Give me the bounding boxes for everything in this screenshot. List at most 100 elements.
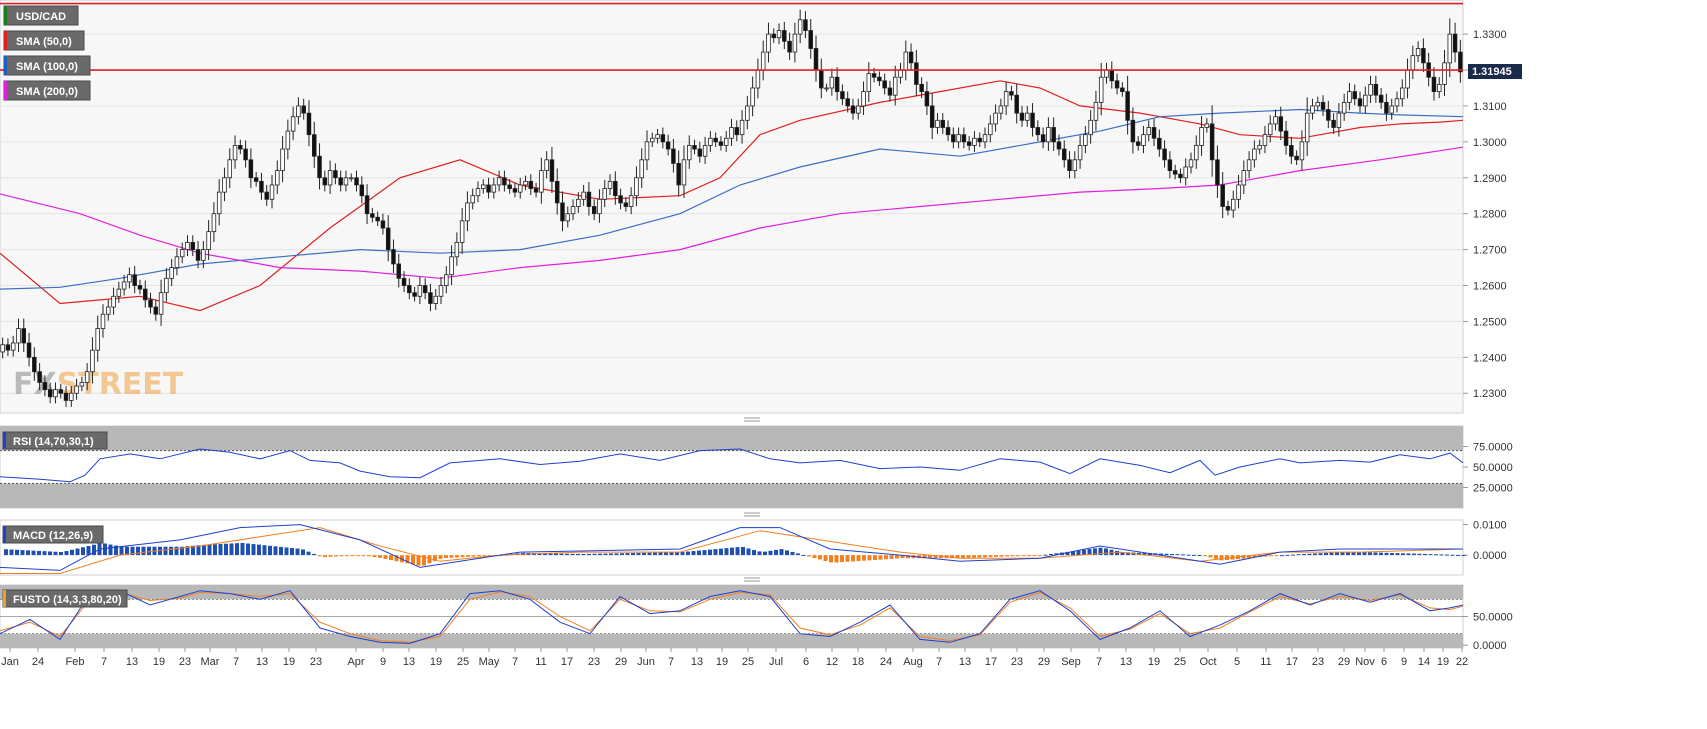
time-tick-label: 7 <box>101 656 107 668</box>
candle <box>222 167 227 202</box>
candle <box>206 220 211 260</box>
candle <box>253 172 259 187</box>
candle <box>142 280 148 308</box>
pane-splitter[interactable] <box>744 577 760 582</box>
indicator-badge[interactable]: RSI (14,70,30,1) <box>2 431 108 450</box>
macd-histogram-bar <box>983 555 987 558</box>
macd-histogram-bar <box>31 550 36 556</box>
macd-histogram-bar <box>240 542 245 556</box>
candle <box>1204 118 1210 133</box>
candle <box>517 177 523 199</box>
candle <box>121 274 127 296</box>
candle <box>312 121 317 168</box>
indicator-legend[interactable]: USD/CAD SMA (50,0) SMA (100,0) SMA (200,0) <box>3 5 91 101</box>
macd-histogram-bar <box>614 553 619 556</box>
macd-histogram-bar <box>268 545 272 556</box>
candle <box>53 382 58 404</box>
legend-badge[interactable]: SMA (200,0) <box>3 80 91 101</box>
last-price-tag: 1.31945 <box>1468 64 1522 79</box>
time-tick-label: 7 <box>1096 656 1102 668</box>
pane-splitter[interactable] <box>744 512 760 517</box>
legend-badge[interactable]: SMA (50,0) <box>3 30 85 51</box>
macd-histogram-bar <box>768 550 773 556</box>
macd-histogram-bar <box>378 555 382 558</box>
candle <box>1183 158 1188 186</box>
macd-histogram-bar <box>323 555 327 558</box>
macd-histogram-bar <box>691 551 696 556</box>
macd-histogram-bar <box>312 553 316 556</box>
candle <box>1352 84 1357 106</box>
candle <box>882 73 887 95</box>
candle <box>275 160 280 195</box>
macd-histogram-bar <box>81 547 85 556</box>
time-tick-label: 7 <box>936 656 942 668</box>
candle <box>929 93 935 140</box>
indicator-badge[interactable]: MACD (12,26,9) <box>2 525 104 544</box>
candle <box>370 207 375 223</box>
candle <box>137 279 143 295</box>
candle <box>385 215 391 262</box>
macd-histogram-bar <box>471 555 476 557</box>
candle <box>1357 91 1363 113</box>
time-tick-label: 17 <box>1286 656 1298 668</box>
macd-histogram-bar <box>900 555 905 559</box>
time-tick-label: 24 <box>32 656 44 668</box>
macd-histogram-bar <box>878 555 883 560</box>
macd-histogram-bar <box>757 551 762 556</box>
macd-histogram-bar <box>653 552 657 556</box>
candle <box>512 182 518 198</box>
macd-histogram-bar <box>642 552 646 556</box>
macd-histogram-bar <box>1076 550 1081 556</box>
candle <box>1188 152 1194 174</box>
legend-badge[interactable]: SMA (100,0) <box>3 55 91 76</box>
candle <box>771 28 777 43</box>
price-tick-label: 1.2900 <box>1473 173 1507 185</box>
macd-histogram-bar <box>873 555 877 560</box>
candle <box>174 248 180 276</box>
candle <box>1415 41 1421 63</box>
macd-histogram-bar <box>719 548 723 556</box>
stochastic-d-line <box>0 591 1464 643</box>
candle <box>280 136 285 183</box>
candle <box>750 76 755 117</box>
time-tick-label: 19 <box>153 656 165 668</box>
candle <box>169 258 174 287</box>
macd-histogram-bar <box>603 553 608 556</box>
candle <box>47 382 53 404</box>
time-tick-label: Feb <box>66 656 85 668</box>
macd-histogram-bar <box>1357 552 1361 556</box>
candle <box>1436 77 1442 99</box>
candle <box>977 132 982 148</box>
time-tick-label: 23 <box>588 656 600 668</box>
macd-histogram-bar <box>1313 553 1317 556</box>
candle <box>79 376 85 392</box>
macd-histogram-bar <box>405 555 410 564</box>
candle <box>665 134 671 156</box>
price-tick-label: 1.2300 <box>1473 388 1507 400</box>
macd-histogram-bar <box>862 555 866 561</box>
time-tick-label: 7 <box>512 656 518 668</box>
macd-histogram-bar <box>202 544 206 556</box>
candle <box>1167 151 1173 179</box>
macd-histogram-bar <box>119 546 124 556</box>
macd-histogram-bar <box>702 550 707 556</box>
candle <box>1141 126 1146 154</box>
candle <box>343 170 349 192</box>
candle <box>623 197 629 212</box>
macd-histogram-bar <box>829 555 833 563</box>
macd-histogram-bar <box>1423 553 1427 556</box>
legend-badge[interactable]: USD/CAD <box>3 5 79 26</box>
macd-histogram-bar <box>1214 555 1218 559</box>
time-tick-label: 29 <box>615 656 627 668</box>
indicator-badge[interactable]: FUSTO (14,3,3,80,20) <box>2 589 128 608</box>
candle <box>1072 151 1078 179</box>
macd-histogram-bar <box>741 547 745 556</box>
macd-histogram-bar <box>185 546 190 556</box>
pane-splitter[interactable] <box>744 417 760 422</box>
macd-histogram-bar <box>246 543 250 556</box>
time-tick-label: Jul <box>769 656 783 668</box>
candle <box>417 276 423 305</box>
legend-label: SMA (50,0) <box>16 36 72 48</box>
candle <box>866 62 872 102</box>
